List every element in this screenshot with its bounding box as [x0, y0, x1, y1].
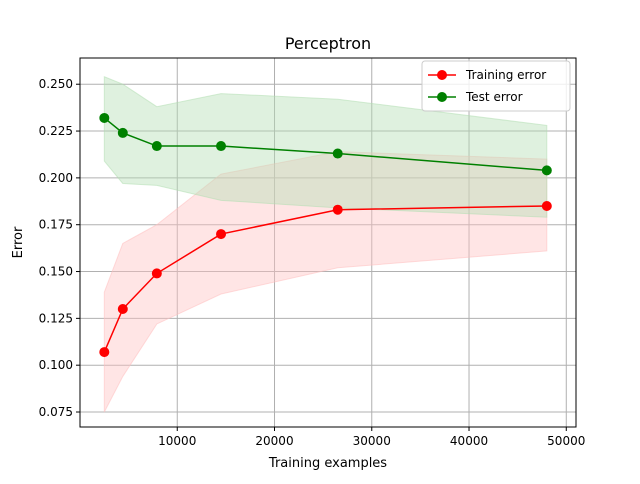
x-tick-label: 10000 [158, 434, 196, 448]
confidence-band-test [103, 75, 548, 218]
data-point-test [151, 141, 162, 152]
legend-label: Training error [465, 68, 546, 82]
y-tick-label: 0.175 [39, 218, 73, 232]
x-axis-ticks: 10000 20000 30000 40000 50000 [158, 427, 585, 448]
data-point-training [99, 347, 110, 358]
data-point-test [216, 141, 227, 152]
x-axis-label: Training examples [268, 456, 387, 471]
x-tick-label: 20000 [255, 434, 293, 448]
data-point-test [332, 148, 343, 159]
legend-marker [437, 70, 447, 80]
data-point-test [99, 112, 110, 123]
y-tick-label: 0.075 [39, 405, 73, 419]
data-point-test [541, 165, 552, 176]
legend-label: Test error [465, 90, 523, 104]
y-axis-ticks: 0.075 0.100 0.125 0.150 0.175 0.200 0.225 0.250 [39, 77, 80, 419]
x-tick-label: 50000 [547, 434, 585, 448]
data-point-test [117, 127, 128, 138]
y-tick-label: 0.225 [39, 124, 73, 138]
data-point-training [117, 303, 128, 314]
y-tick-label: 0.200 [39, 171, 73, 185]
y-tick-label: 0.150 [39, 265, 73, 279]
legend-marker [437, 92, 447, 102]
x-tick-label: 40000 [450, 434, 488, 448]
y-tick-label: 0.125 [39, 311, 73, 325]
data-point-training [332, 204, 343, 215]
legend-box [421, 60, 571, 112]
series-markers [99, 112, 552, 358]
data-point-training [216, 229, 227, 240]
confidence-band-training [103, 151, 548, 413]
legend: Training error Test error [421, 60, 571, 112]
x-tick-label: 30000 [353, 434, 391, 448]
data-point-training [151, 268, 162, 279]
y-axis-label: Error [11, 226, 26, 258]
y-tick-label: 0.100 [39, 358, 73, 372]
confidence-bands [103, 75, 548, 413]
y-tick-label: 0.250 [39, 77, 73, 91]
data-point-training [541, 200, 552, 211]
chart-title: Perceptron [285, 34, 371, 53]
series-line-training [103, 205, 547, 353]
plot-frame [79, 57, 577, 428]
grid-lines [80, 58, 576, 427]
